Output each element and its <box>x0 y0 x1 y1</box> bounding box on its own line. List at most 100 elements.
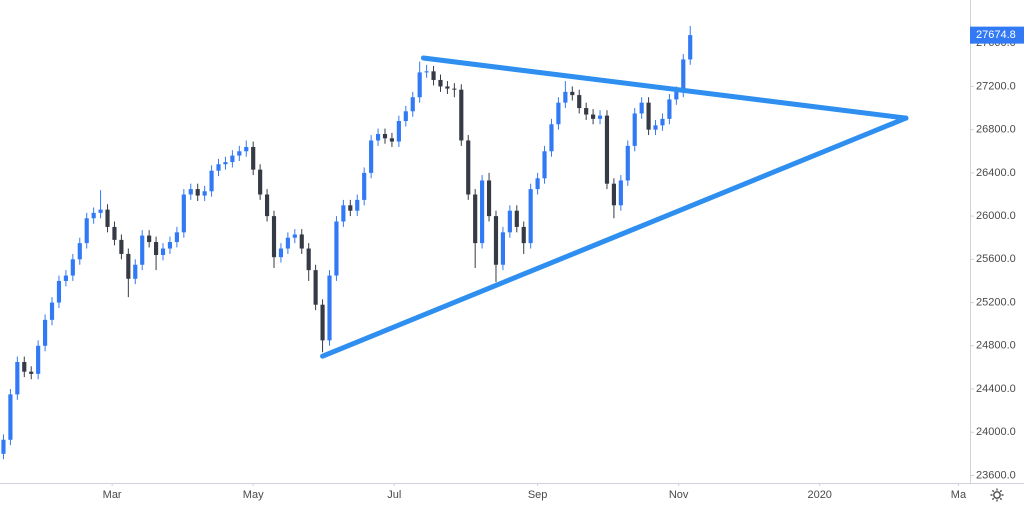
x-tick-label: Ma <box>951 489 967 501</box>
candle-body <box>549 124 554 152</box>
candle-body <box>542 151 547 179</box>
candle-body <box>466 140 471 195</box>
candle-body <box>528 189 533 244</box>
candle-body <box>389 138 395 142</box>
candle-body <box>70 259 75 276</box>
candle-body <box>22 361 27 372</box>
candle-body <box>445 86 450 89</box>
candle-body <box>140 235 145 265</box>
candle-body <box>639 102 644 114</box>
y-tick-label: 25200.0 <box>976 296 1016 308</box>
candle-body <box>584 108 589 115</box>
candle-body <box>514 210 519 227</box>
candle-body <box>147 235 152 243</box>
candle-body <box>216 164 221 171</box>
x-tick-label: Jul <box>387 489 401 501</box>
trendline <box>420 55 909 121</box>
candle-body <box>320 304 325 341</box>
candle-body <box>237 151 242 156</box>
candle-body <box>452 88 457 90</box>
candle-body <box>382 133 388 139</box>
candle-body <box>278 248 284 258</box>
candle-body <box>604 115 610 184</box>
last-price-label: 27674.8 <box>976 29 1016 41</box>
candle-body <box>181 194 186 233</box>
candle-body <box>369 140 374 173</box>
candle-body <box>396 121 401 142</box>
last-price-box <box>970 26 1024 44</box>
candle-body <box>1 439 6 454</box>
candle-body <box>251 146 256 170</box>
candle-body <box>306 248 311 271</box>
candle-body <box>348 205 353 211</box>
candle-body <box>133 264 138 279</box>
candle-body <box>480 180 485 244</box>
candle-body <box>112 226 117 240</box>
x-tick-label: May <box>243 489 264 501</box>
candle-body <box>660 118 665 126</box>
candle-body <box>341 205 346 222</box>
candle-body <box>459 89 464 141</box>
candle-body <box>202 191 207 196</box>
candle-body <box>362 172 367 200</box>
candle-body <box>174 232 179 243</box>
x-tick-label: Mar <box>103 489 122 501</box>
x-tick-label: Sep <box>528 489 548 501</box>
candle-body <box>493 216 499 265</box>
y-tick-label: 26800.0 <box>976 124 1016 136</box>
candle-body <box>264 194 270 217</box>
candle-body <box>375 133 381 141</box>
candle-body <box>167 242 173 249</box>
candle-body <box>591 114 596 119</box>
candle-body <box>327 275 332 341</box>
candle-body <box>258 169 263 195</box>
candle-body <box>667 99 672 119</box>
candle-body <box>126 253 131 279</box>
candle-body <box>632 113 637 146</box>
candle-body <box>15 361 20 395</box>
candle-body <box>688 35 693 60</box>
candle-body <box>105 209 110 227</box>
candle-body <box>431 71 436 80</box>
candle-body <box>521 226 526 244</box>
candle-body <box>334 221 339 276</box>
candle-body <box>56 280 62 303</box>
candle-body <box>195 189 200 196</box>
candle-body <box>424 71 429 73</box>
candle-body <box>299 234 304 249</box>
candle-body <box>244 146 249 152</box>
y-tick-label: 26400.0 <box>976 167 1016 179</box>
candle-body <box>473 194 478 244</box>
candle-body <box>611 183 616 206</box>
candle-body <box>500 232 506 265</box>
candle-body <box>556 102 561 125</box>
candle-body <box>119 239 124 254</box>
candle-body <box>507 210 512 233</box>
candle-body <box>313 270 318 305</box>
y-tick-label: 26000.0 <box>976 210 1016 222</box>
candle-body <box>653 125 658 130</box>
plot-area <box>1 25 909 460</box>
candle-body <box>597 115 603 119</box>
candle-body <box>160 248 166 256</box>
candle-body <box>618 180 623 206</box>
y-tick-label: 24800.0 <box>976 340 1016 352</box>
candle-body <box>188 189 193 195</box>
settings-icon[interactable] <box>990 488 1004 502</box>
candle-body <box>403 111 408 122</box>
candle-body <box>577 95 582 109</box>
candle-body <box>29 371 34 374</box>
y-tick-label: 24000.0 <box>976 426 1016 438</box>
y-tick-label: 25600.0 <box>976 253 1016 265</box>
candle-body <box>49 302 55 320</box>
candle-body <box>438 79 443 87</box>
candle-body <box>535 178 540 190</box>
candle-body <box>63 275 68 281</box>
candle-body <box>563 91 568 103</box>
candle-body <box>646 102 651 130</box>
candle-body <box>209 170 214 192</box>
x-tick-label: Nov <box>669 489 689 501</box>
y-tick-label: 23600.0 <box>976 469 1016 481</box>
